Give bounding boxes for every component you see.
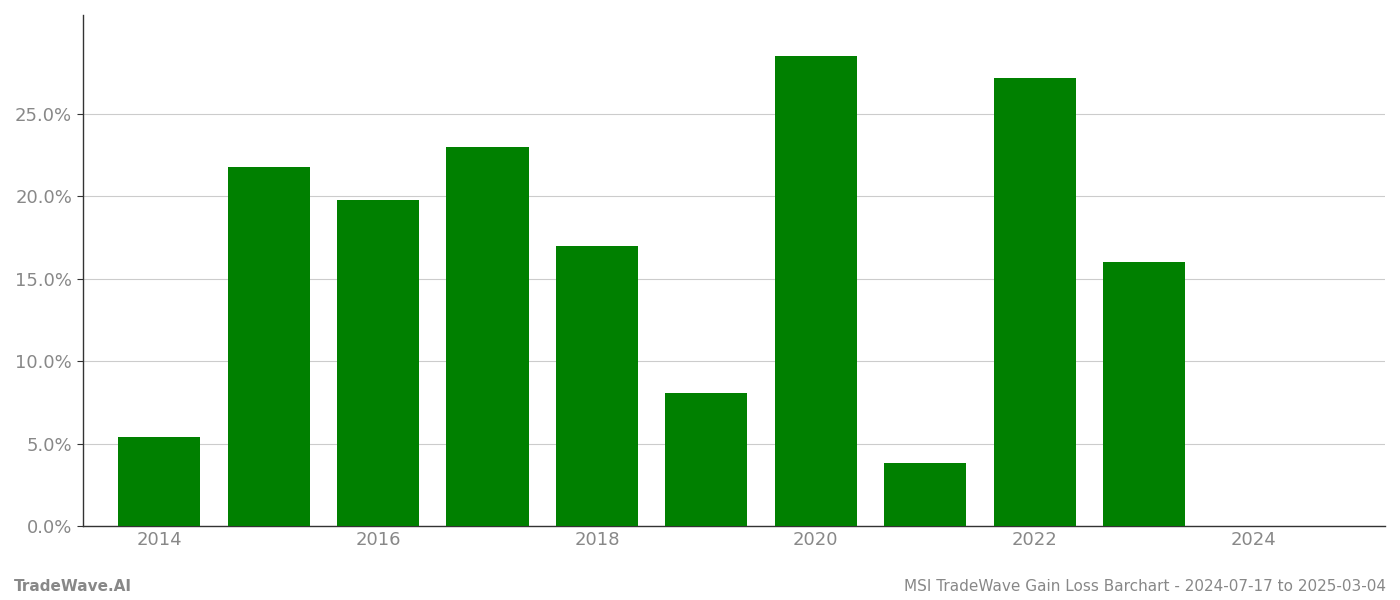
Bar — [774, 56, 857, 526]
Bar — [447, 147, 529, 526]
Bar — [885, 463, 966, 526]
Bar — [665, 392, 748, 526]
Bar — [1103, 262, 1186, 526]
Text: TradeWave.AI: TradeWave.AI — [14, 579, 132, 594]
Text: MSI TradeWave Gain Loss Barchart - 2024-07-17 to 2025-03-04: MSI TradeWave Gain Loss Barchart - 2024-… — [904, 579, 1386, 594]
Bar — [118, 437, 200, 526]
Bar — [556, 246, 638, 526]
Bar — [337, 200, 419, 526]
Bar — [994, 77, 1075, 526]
Bar — [228, 167, 309, 526]
